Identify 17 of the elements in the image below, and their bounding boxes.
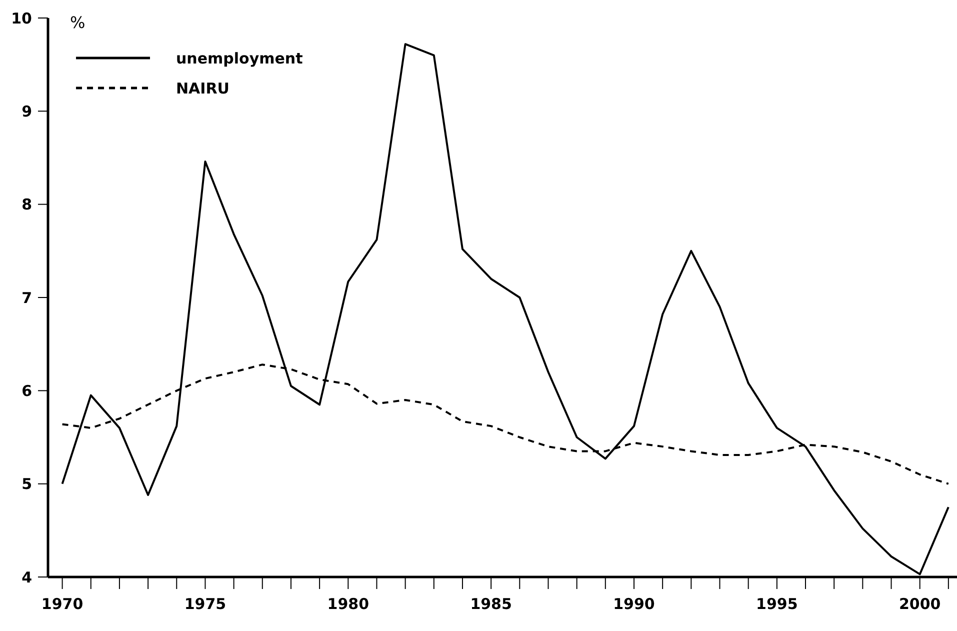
y-tick-label: 9 — [22, 102, 32, 120]
legend-label: unemployment — [176, 49, 303, 68]
y-tick-label: 5 — [22, 475, 32, 494]
y-tick-label: 10 — [11, 9, 32, 28]
y-tick-label: 4 — [22, 568, 32, 586]
y-axis-title: % — [70, 13, 86, 32]
y-tick-label: 6 — [22, 382, 32, 400]
x-tick-label: 2000 — [898, 595, 941, 613]
x-tick-label: 1990 — [613, 595, 655, 613]
x-tick-label: 1970 — [41, 595, 84, 613]
x-tick-label: 1975 — [184, 595, 226, 613]
x-tick-label: 1985 — [470, 595, 512, 613]
x-tick-label: 1995 — [756, 595, 798, 613]
y-tick-label: 7 — [22, 288, 32, 307]
x-tick-label: 1980 — [327, 595, 370, 613]
y-tick-label: 8 — [22, 196, 32, 214]
legend-label: NAIRU — [176, 79, 230, 98]
